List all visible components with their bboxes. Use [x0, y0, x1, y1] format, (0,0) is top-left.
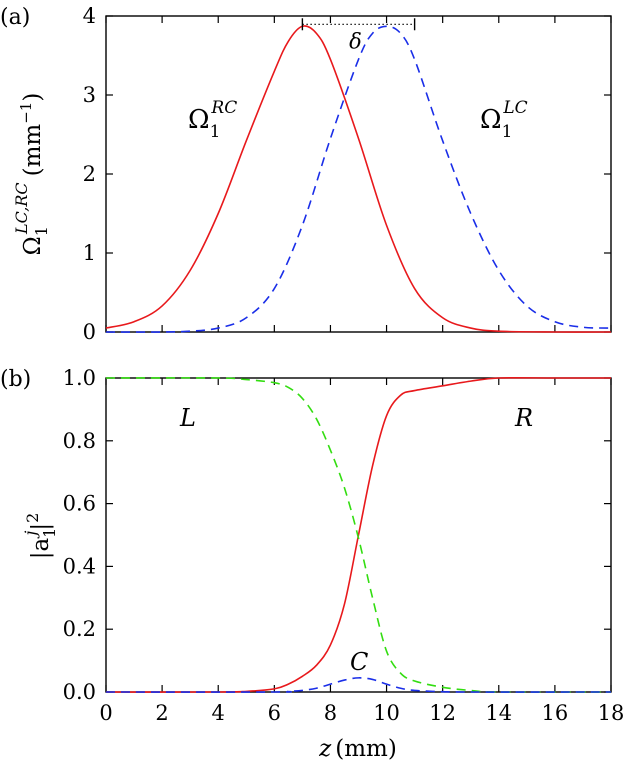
panel-a-delta-annotation: δ — [301, 18, 416, 53]
legend-R: R — [514, 404, 533, 432]
panel-b-y-ticks: 0.0 0.2 0.4 0.6 0.8 1.0 — [63, 366, 611, 704]
panel-b-ylabel-sup: j — [21, 531, 40, 539]
x-axis-label-unit: (mm) — [335, 736, 397, 762]
legend-omega-lc-main: Ω — [480, 105, 502, 135]
x-tick-label: 14 — [485, 701, 512, 725]
panel-a-ylabel-unit-exp: −1 — [17, 102, 35, 124]
y-tick-label: 0.8 — [63, 429, 96, 453]
panel-b-ylabel-exp: 2 — [23, 513, 42, 523]
panel-a-y-axis-label: Ω1LC,RC (mm−1) — [12, 93, 51, 256]
panel-a-label: (a) — [0, 5, 30, 30]
y-tick-label: 1 — [83, 241, 96, 265]
legend-omega-rc-sub: 1 — [210, 122, 221, 142]
y-tick-label: 0.6 — [63, 492, 96, 516]
y-tick-label: 1.0 — [63, 366, 96, 390]
panel-b-x-ticks: 0 2 4 6 8 10 12 14 16 18 — [99, 378, 623, 725]
panel-b-series — [105, 376, 612, 693]
y-tick-label: 0.4 — [63, 554, 96, 578]
y-tick-label: 0.0 — [63, 680, 96, 704]
panel-a-ylabel-sub: 1 — [32, 226, 51, 236]
delta-label: δ — [349, 29, 362, 53]
y-tick-label: 0.2 — [63, 617, 96, 641]
panel-a-x-ticks — [105, 16, 612, 332]
series-line-b-2 — [105, 677, 612, 693]
legend-L: L — [179, 404, 196, 432]
y-tick-label: 3 — [83, 83, 96, 107]
legend-omega-rc: Ω1 RC — [188, 98, 237, 142]
panel-b-ylabel-post: | — [28, 523, 54, 531]
legend-C: C — [350, 648, 368, 676]
series-line-a-1 — [105, 25, 612, 333]
legend-omega-lc-sub: 1 — [502, 122, 513, 142]
x-axis-label-var: z — [318, 736, 332, 762]
y-tick-label: 2 — [83, 162, 96, 186]
panel-a-y-ticks: 0 1 2 3 4 — [83, 4, 611, 344]
panel-b-label: (b) — [0, 367, 31, 392]
x-tick-label: 2 — [155, 701, 168, 725]
y-tick-label: 4 — [83, 4, 96, 28]
panel-a-ylabel-main: Ω — [20, 236, 46, 255]
series-line-a-0 — [105, 25, 612, 333]
panel-b-y-axis-label: |a1j|2 — [21, 513, 59, 560]
x-tick-label: 4 — [212, 701, 225, 725]
x-tick-label: 10 — [373, 701, 400, 725]
x-axis-label: z (mm) — [318, 736, 397, 762]
panel-b-frame — [105, 377, 612, 693]
y-tick-label: 0 — [83, 320, 96, 344]
panel-b: (b) 0 2 4 6 8 10 12 14 16 18 0.00.20.40.60.81.0 L… — [0, 366, 623, 762]
x-tick-label: 12 — [429, 701, 456, 725]
panel-b-ylabel-pre: |a — [28, 538, 54, 560]
series-line-b-0 — [105, 376, 611, 693]
x-tick-label: 6 — [268, 701, 281, 725]
panel-a-ylabel-sup: LC,RC — [12, 182, 31, 235]
panel-a-series — [105, 25, 612, 333]
legend-omega-rc-main: Ω — [188, 105, 210, 135]
x-tick-label: 16 — [542, 701, 569, 725]
panel-a-ylabel-unit: (mm — [20, 124, 46, 177]
legend-omega-rc-sup: RC — [210, 98, 237, 118]
x-tick-label: 8 — [324, 701, 337, 725]
panel-a-ylabel-unit-close: ) — [20, 93, 46, 102]
x-tick-label: 18 — [598, 701, 623, 725]
legend-omega-lc-sup: LC — [502, 98, 527, 118]
legend-omega-lc: Ω1 LC — [480, 98, 528, 142]
x-tick-label: 0 — [99, 701, 112, 725]
panel-b-ylabel-sub: 1 — [40, 528, 59, 538]
